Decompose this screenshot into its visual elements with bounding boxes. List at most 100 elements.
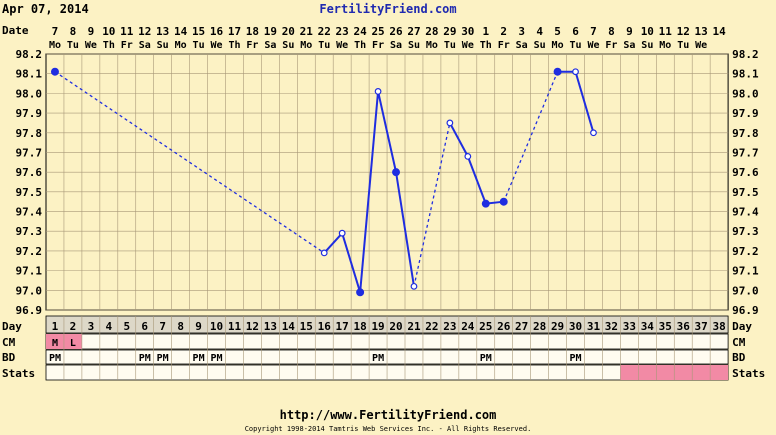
y-tick-left: 98.0 bbox=[16, 87, 43, 100]
y-tick-left: 97.9 bbox=[16, 107, 43, 120]
weekday-label: Fr bbox=[372, 40, 384, 51]
weekday-label: We bbox=[462, 40, 474, 51]
weekday-label: Sa bbox=[264, 40, 276, 51]
y-tick-left: 98.2 bbox=[16, 48, 43, 61]
day-number: 2 bbox=[70, 320, 77, 333]
cm-row-label: CM bbox=[2, 336, 16, 349]
day-row-label: Day bbox=[2, 320, 22, 333]
temp-line-segment bbox=[574, 71, 595, 134]
date-label: 20 bbox=[282, 25, 295, 38]
weekday-label: Mo bbox=[552, 40, 564, 51]
day-number: 28 bbox=[533, 320, 546, 333]
day-number: 15 bbox=[300, 320, 313, 333]
day-number: 6 bbox=[141, 320, 148, 333]
day-number: 18 bbox=[354, 320, 367, 333]
weekday-label: Su bbox=[408, 40, 420, 51]
temp-point bbox=[590, 129, 597, 137]
weekday-label: Th bbox=[354, 40, 366, 51]
day-number: 32 bbox=[605, 320, 618, 333]
bd-value: PM bbox=[157, 353, 169, 364]
y-tick-left: 97.4 bbox=[16, 206, 43, 219]
date-label: 15 bbox=[192, 25, 205, 38]
date-label: 30 bbox=[461, 25, 474, 38]
weekday-label: We bbox=[587, 40, 599, 51]
day-number: 25 bbox=[479, 320, 492, 333]
temp-line-segment bbox=[413, 122, 451, 287]
y-tick-left: 97.0 bbox=[16, 284, 43, 297]
weekday-label: Su bbox=[641, 40, 653, 51]
bd-value: PM bbox=[570, 353, 582, 364]
temp-point bbox=[338, 229, 346, 237]
temp-line-segment bbox=[466, 156, 487, 205]
bd-value: PM bbox=[49, 353, 61, 364]
date-label: 27 bbox=[407, 25, 420, 38]
day-number: 21 bbox=[407, 320, 421, 333]
day-number: 7 bbox=[159, 320, 166, 333]
weekday-label: Sa bbox=[390, 40, 402, 51]
stats-highlight bbox=[638, 365, 657, 380]
date-label: 28 bbox=[425, 25, 438, 38]
temp-point bbox=[356, 288, 365, 297]
weekday-label: Tu bbox=[444, 40, 456, 51]
y-tick-left: 98.1 bbox=[16, 68, 43, 81]
weekday-label: Th bbox=[228, 40, 240, 51]
date-label: 11 bbox=[659, 25, 673, 38]
y-tick-right: 96.9 bbox=[732, 304, 759, 317]
y-tick-left: 97.7 bbox=[16, 146, 43, 159]
stats-highlight bbox=[674, 365, 693, 380]
day-number: 26 bbox=[497, 320, 511, 333]
footer-url[interactable]: http://www.FertilityFriend.com bbox=[279, 408, 497, 422]
y-tick-left: 96.9 bbox=[16, 304, 43, 317]
day-number: 1 bbox=[52, 320, 59, 333]
day-number: 29 bbox=[551, 320, 564, 333]
weekday-label: Su bbox=[157, 40, 169, 51]
weekday-label: Tu bbox=[570, 40, 582, 51]
bd-row-label-right: BD bbox=[732, 351, 746, 364]
weekday-label: Th bbox=[103, 40, 115, 51]
weekday-label: Tu bbox=[193, 40, 205, 51]
day-number: 12 bbox=[246, 320, 259, 333]
cm-value: L bbox=[70, 338, 76, 349]
date-label: 23 bbox=[336, 25, 349, 38]
weekday-label: Sa bbox=[516, 40, 528, 51]
weekday-label: Th bbox=[480, 40, 492, 51]
date-label: 9 bbox=[88, 25, 95, 38]
temp-line-segment bbox=[377, 91, 398, 173]
temp-point bbox=[446, 119, 454, 127]
y-tick-right: 97.9 bbox=[732, 107, 759, 120]
site-title[interactable]: FertilityFriend.com bbox=[319, 2, 457, 16]
day-number: 24 bbox=[461, 320, 475, 333]
y-tick-right: 97.4 bbox=[732, 206, 759, 219]
date-label: 11 bbox=[120, 25, 134, 38]
temp-point bbox=[320, 249, 328, 257]
weekday-label: Mo bbox=[300, 40, 312, 51]
y-tick-left: 97.2 bbox=[16, 245, 43, 258]
weekday-label: Tu bbox=[677, 40, 689, 51]
date-label: 26 bbox=[389, 25, 403, 38]
day-number: 5 bbox=[123, 320, 130, 333]
y-tick-right: 97.2 bbox=[732, 245, 759, 258]
cm-highlight bbox=[63, 334, 82, 349]
date-label: 14 bbox=[174, 25, 188, 38]
day-number: 37 bbox=[695, 320, 708, 333]
stats-row-label-right: Stats bbox=[732, 367, 765, 380]
day-number: 33 bbox=[623, 320, 636, 333]
temp-line-segment bbox=[341, 232, 362, 293]
bd-row-label: BD bbox=[2, 351, 16, 364]
y-tick-right: 97.7 bbox=[732, 146, 759, 159]
weekday-label: Su bbox=[282, 40, 294, 51]
weekday-label: Sa bbox=[139, 40, 151, 51]
date-label: 3 bbox=[518, 25, 525, 38]
stats-highlight bbox=[692, 365, 711, 380]
weekday-label: Fr bbox=[605, 40, 617, 51]
y-tick-right: 97.6 bbox=[732, 166, 759, 179]
day-number: 8 bbox=[177, 320, 184, 333]
day-number: 22 bbox=[425, 320, 438, 333]
weekday-label: We bbox=[336, 40, 348, 51]
day-number: 30 bbox=[569, 320, 582, 333]
date-label: 13 bbox=[695, 25, 708, 38]
day-number: 36 bbox=[677, 320, 691, 333]
y-tick-right: 97.3 bbox=[732, 225, 759, 238]
y-tick-left: 97.8 bbox=[16, 127, 43, 140]
stats-highlight bbox=[620, 365, 639, 380]
